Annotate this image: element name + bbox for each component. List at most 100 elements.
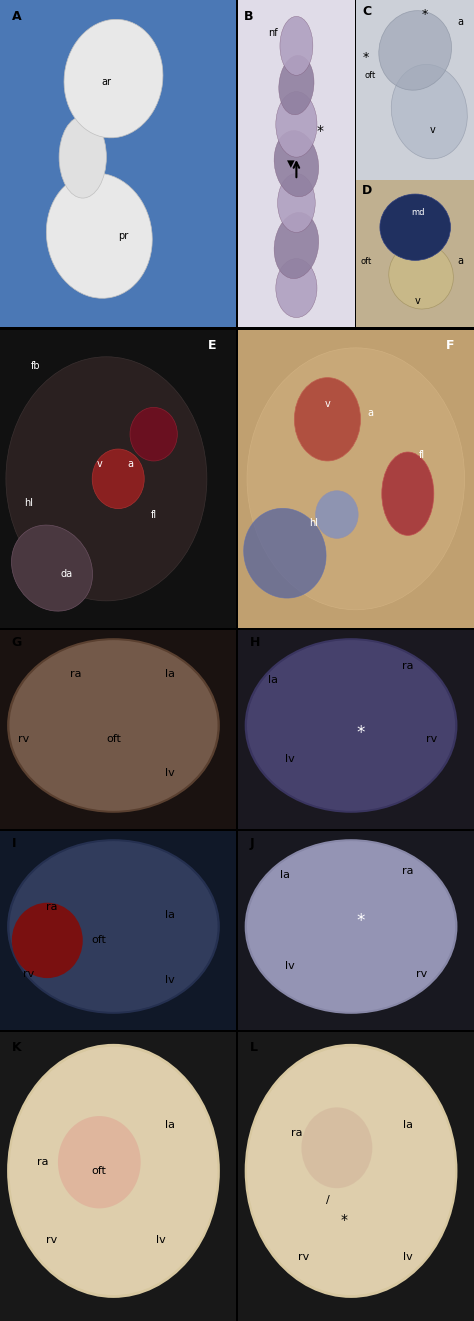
Ellipse shape [245,1044,457,1299]
Text: oft: oft [92,1166,107,1176]
Ellipse shape [59,116,106,198]
Text: *: * [340,1213,347,1227]
Text: fb: fb [31,361,40,371]
Text: ra: ra [37,1157,48,1168]
Ellipse shape [382,452,434,535]
Ellipse shape [247,347,465,610]
Text: fl: fl [419,450,425,460]
Text: ra: ra [70,668,82,679]
Ellipse shape [301,1107,373,1188]
Ellipse shape [278,173,315,232]
Text: L: L [249,1041,257,1054]
Text: v: v [430,124,436,135]
Ellipse shape [11,524,92,612]
Text: lv: lv [156,1235,165,1246]
Text: /: / [326,1194,329,1205]
Text: da: da [60,569,72,579]
Text: *: * [356,911,365,930]
Ellipse shape [244,509,326,598]
Text: rv: rv [18,734,29,744]
Ellipse shape [12,902,83,978]
Text: lv: lv [165,768,175,778]
Text: a: a [367,408,373,419]
Text: ra: ra [46,902,58,911]
Text: rv: rv [23,970,34,979]
Text: la: la [165,1120,175,1129]
Text: ra: ra [402,867,413,876]
Ellipse shape [64,20,163,137]
Ellipse shape [247,841,455,1012]
Text: nf: nf [268,28,278,38]
Text: ar: ar [101,77,111,87]
Text: lv: lv [403,1252,413,1263]
Ellipse shape [280,16,313,75]
Text: I: I [12,838,16,851]
Ellipse shape [9,841,218,1012]
Ellipse shape [294,378,361,461]
Ellipse shape [92,449,144,509]
Text: md: md [411,207,424,217]
Text: *: * [356,724,365,742]
Text: ra: ra [291,1128,302,1139]
Ellipse shape [379,11,452,90]
Text: v: v [325,399,330,410]
Ellipse shape [380,194,450,260]
Text: *: * [317,124,323,137]
Text: a: a [457,256,463,266]
Ellipse shape [276,259,317,317]
Ellipse shape [7,638,220,812]
Text: oft: oft [106,734,121,744]
Text: H: H [249,637,260,649]
Ellipse shape [245,638,457,812]
Ellipse shape [279,55,314,115]
Text: la: la [165,910,175,919]
Text: lv: lv [285,962,294,971]
Text: F: F [446,339,454,351]
Text: la: la [165,668,175,679]
Text: rv: rv [426,734,437,744]
Text: la: la [280,871,290,880]
Text: A: A [12,9,21,22]
Text: hl: hl [309,518,318,528]
Text: lv: lv [285,754,294,765]
Text: hl: hl [24,498,33,507]
Text: fl: fl [151,510,157,519]
Text: rv: rv [298,1252,310,1263]
Ellipse shape [276,91,317,157]
Ellipse shape [274,131,319,197]
Text: a: a [457,17,463,26]
Text: *: * [363,52,369,65]
Text: oft: oft [365,71,376,81]
Text: la: la [268,675,278,684]
Text: C: C [362,5,372,18]
Text: E: E [208,339,217,351]
Ellipse shape [389,243,453,309]
Ellipse shape [58,1116,141,1209]
Ellipse shape [316,490,358,539]
Text: ra: ra [402,660,413,671]
Ellipse shape [247,1046,455,1295]
Ellipse shape [130,407,177,461]
Ellipse shape [245,839,457,1013]
Ellipse shape [7,839,220,1013]
Text: a: a [127,458,133,469]
Text: J: J [249,838,254,851]
Text: K: K [12,1041,21,1054]
Text: D: D [362,185,373,197]
Text: la: la [403,1120,413,1129]
Ellipse shape [9,641,218,811]
Ellipse shape [46,173,152,299]
Ellipse shape [392,65,467,159]
Text: B: B [244,9,253,22]
Text: oft: oft [360,256,372,266]
Ellipse shape [9,1046,218,1295]
Ellipse shape [7,1044,220,1299]
Ellipse shape [274,213,319,279]
Text: pr: pr [118,231,128,240]
Text: rv: rv [416,970,428,979]
Ellipse shape [6,357,207,601]
Text: oft: oft [92,935,107,946]
Text: v: v [415,296,420,306]
Text: ▾: ▾ [287,156,294,172]
Text: G: G [12,637,22,649]
